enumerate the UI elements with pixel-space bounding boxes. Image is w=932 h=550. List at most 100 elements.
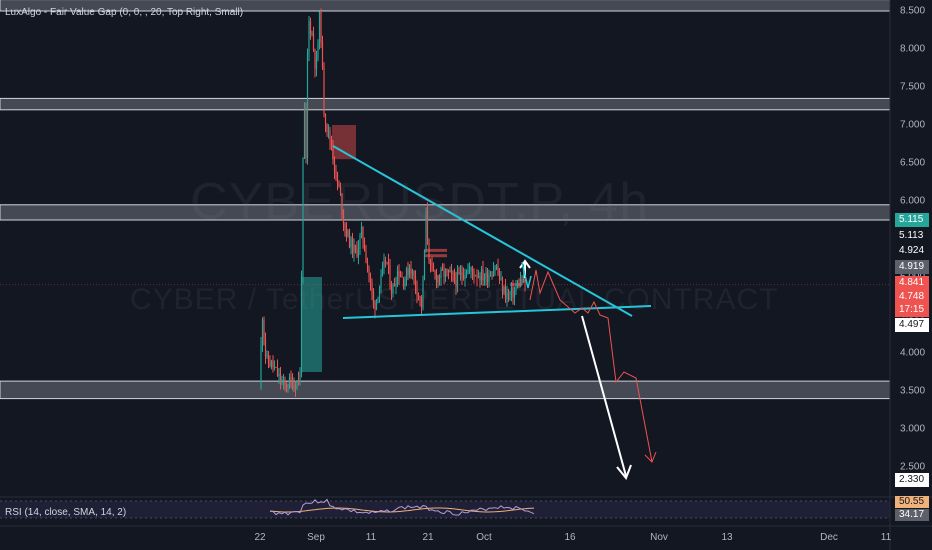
candle-body — [434, 271, 436, 275]
candle-body — [459, 272, 462, 274]
candle-body — [338, 183, 340, 187]
candle-body — [438, 276, 441, 278]
candle-body — [416, 286, 418, 295]
projected-path — [529, 269, 653, 463]
time-tick: 11 — [365, 532, 377, 543]
candle-body — [435, 274, 438, 283]
candle-body — [353, 244, 355, 253]
swing-mark — [521, 261, 532, 289]
candle-body — [371, 282, 373, 293]
candle-body — [333, 159, 336, 172]
candle-body — [402, 277, 405, 287]
candle-body — [473, 271, 475, 277]
rsi-sma-line — [269, 507, 535, 513]
price-tick: 7.500 — [900, 81, 926, 93]
descending-trendline — [332, 145, 633, 317]
zone-box — [0, 97, 891, 111]
candle-body — [282, 380, 285, 382]
zone-box — [0, 380, 891, 400]
candle-body — [315, 58, 318, 69]
candle-body — [272, 360, 274, 368]
rsi-band — [0, 501, 890, 518]
price-tick: 3.000 — [900, 423, 926, 435]
candle-body — [431, 264, 433, 267]
candle-body — [423, 249, 426, 281]
candle-body — [446, 269, 448, 271]
candle-body — [275, 367, 277, 369]
candle-body — [372, 292, 375, 303]
candle-body — [479, 276, 481, 281]
candle-body — [329, 130, 331, 142]
candle-body — [420, 297, 423, 308]
candle-body — [515, 287, 517, 291]
candle-body — [288, 377, 291, 388]
candle-body — [305, 108, 307, 159]
candle-body — [489, 275, 492, 277]
candle-body — [395, 283, 397, 287]
candle-body — [285, 384, 288, 389]
candlestick-series — [260, 8, 526, 397]
candle-body — [452, 273, 454, 275]
candle-body — [309, 21, 312, 34]
candle-body — [375, 299, 378, 310]
price-label: 2.330 — [895, 473, 929, 487]
candle-body — [512, 287, 514, 298]
candle-body — [476, 275, 478, 278]
candle-body — [260, 345, 262, 388]
rsi-legend[interactable]: RSI (14, close, SMA, 14, 2) — [5, 507, 127, 518]
candle-body — [356, 249, 358, 257]
candle-body — [411, 270, 414, 275]
candle-body — [444, 269, 447, 277]
candle-body — [359, 235, 361, 249]
candle-body — [503, 286, 505, 294]
time-tick: Sep — [307, 532, 325, 543]
candle-body — [393, 284, 396, 287]
candle-body — [377, 298, 379, 300]
candle-body — [461, 272, 463, 276]
up-arrow-head — [519, 259, 531, 269]
time-tick: 21 — [422, 532, 434, 543]
candle-body — [486, 272, 489, 282]
candle-body — [425, 211, 427, 250]
price-tick: 2.500 — [900, 461, 926, 473]
fvg-bear-box — [332, 125, 356, 160]
rsi-value-label: 34.17 — [895, 509, 929, 521]
candle-body — [518, 283, 520, 287]
price-tick: 6.000 — [900, 195, 926, 207]
candle-body — [296, 380, 298, 390]
candle-body — [297, 380, 300, 382]
drawing-tools[interactable] — [0, 145, 890, 480]
candle-body — [387, 262, 390, 266]
candle-body — [465, 273, 468, 276]
candle-body — [348, 230, 351, 248]
candle-body — [491, 275, 493, 277]
price-label: 4.924 — [895, 244, 929, 258]
price-label: 17:15 — [895, 303, 929, 317]
candle-body — [368, 268, 370, 277]
candle-body — [335, 171, 337, 174]
candle-body — [455, 280, 457, 288]
time-tick: 16 — [564, 532, 576, 543]
candle-body — [426, 211, 429, 240]
candle-body — [300, 275, 303, 374]
candle-body — [390, 286, 393, 294]
candle-body — [306, 52, 309, 159]
candle-body — [413, 270, 415, 277]
candle-body — [506, 293, 508, 299]
candle-body — [308, 21, 310, 53]
candle-body — [471, 267, 474, 272]
price-label: 5.113 — [895, 229, 929, 243]
candle-body — [474, 275, 477, 277]
candle-body — [480, 269, 483, 281]
indicator-legend[interactable]: LuxAlgo - Fair Value Gap (0, 0, , 20, To… — [5, 7, 244, 18]
candle-body — [299, 373, 301, 382]
candle-body — [324, 114, 327, 124]
candle-body — [417, 294, 420, 296]
candle-body — [498, 273, 501, 280]
price-label: 5.115 — [895, 213, 929, 227]
candle-body — [344, 224, 346, 229]
price-tick: 4.000 — [900, 347, 926, 359]
price-label: 4.919 — [895, 260, 929, 274]
candle-body — [399, 276, 402, 278]
